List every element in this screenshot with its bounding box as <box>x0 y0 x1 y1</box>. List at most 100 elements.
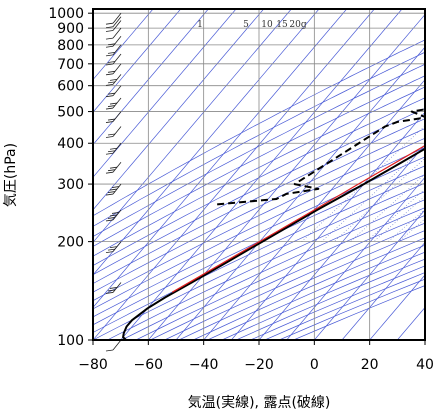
isotherm-line <box>258 144 425 340</box>
wind-barb-flag <box>109 214 118 217</box>
wind-barb-flag <box>105 54 114 57</box>
dry-adiabat-line <box>107 191 425 340</box>
x-tick-label: −60 <box>134 357 164 373</box>
mixing-ratio-label: 1 <box>197 20 203 30</box>
mixing-ratio-label: 20g <box>289 20 306 30</box>
wind-barb-flag <box>105 95 114 98</box>
dry-adiabat-line <box>93 174 425 333</box>
wind-barb-staff <box>112 85 122 96</box>
series-layer <box>122 108 425 340</box>
wind-barb-staff <box>112 339 122 351</box>
x-axis-ticks: −80 −60 −40 −20 0 20 40 <box>78 340 434 373</box>
isotherm-line <box>93 9 264 211</box>
wind-barb <box>105 161 122 174</box>
dry-adiabat-line <box>250 265 425 340</box>
mixing-ratio-label: 10 <box>261 20 273 30</box>
dry-adiabat-line <box>93 128 425 293</box>
mixing-ratio-line <box>333 157 425 242</box>
wind-barb-flag <box>105 45 114 48</box>
wind-barb-staff <box>112 63 122 75</box>
dry-adiabat-line <box>93 156 425 318</box>
isotherm-line <box>424 339 425 340</box>
isotherm-line <box>286 176 425 340</box>
wind-barb-flag <box>107 289 116 292</box>
wind-barb-flag <box>107 248 116 251</box>
x-tick-label: −40 <box>189 357 219 373</box>
wind-barb-flag <box>105 63 114 66</box>
x-tick-label: −20 <box>244 357 274 373</box>
wind-barb <box>105 339 122 352</box>
wind-barb-flag <box>109 246 118 249</box>
wind-barb-staff <box>112 111 122 122</box>
wind-barb <box>105 12 122 25</box>
dry-adiabat-line <box>93 39 425 217</box>
wind-barb <box>105 74 122 86</box>
wind-barb-flag <box>105 30 114 32</box>
wind-barb-flag <box>105 136 114 138</box>
wind-barb-staff <box>112 126 122 137</box>
x-tick-label: −80 <box>78 357 108 373</box>
wind-barb-flag <box>105 292 114 294</box>
temperature-line <box>122 147 425 340</box>
isotherm-line <box>120 9 403 340</box>
wind-barb <box>105 27 122 40</box>
wind-barb <box>105 97 122 110</box>
isotherm-line <box>369 274 425 340</box>
wind-barb <box>105 85 122 98</box>
y-tick-label: 300 <box>57 177 84 193</box>
x-axis-title: 気温(実線), 露点(破線) <box>188 395 331 411</box>
dry-adiabat-line <box>93 108 425 276</box>
dewpoint-line <box>216 108 425 206</box>
wind-barb-staff <box>112 16 122 28</box>
wind-barb-flag <box>107 51 116 54</box>
wind-barb-flag <box>109 188 118 191</box>
wind-barb <box>105 209 122 222</box>
dry-adiabat-line <box>93 63 425 237</box>
y-tick-label: 900 <box>57 21 84 37</box>
wind-barb-flag <box>107 43 116 46</box>
wind-barb <box>105 142 122 155</box>
y-tick-label: 700 <box>57 57 84 73</box>
isotherm-line <box>93 9 375 340</box>
isotherm-line <box>203 79 425 340</box>
mixing-ratio-label: 15 <box>276 20 288 30</box>
isotherm-line <box>231 111 425 340</box>
wind-barb-flag <box>109 102 118 105</box>
wind-barb-flag <box>107 81 116 84</box>
dry-adiabat-line <box>93 147 425 310</box>
wind-barb <box>105 16 122 29</box>
wind-barbs <box>105 12 122 352</box>
wind-barb-staff <box>112 27 122 39</box>
dry-adiabat-line <box>93 97 425 266</box>
wind-barb <box>105 241 122 254</box>
wind-barb-flag <box>105 251 114 254</box>
wind-barb-flag <box>107 70 116 73</box>
reference-line <box>171 144 425 293</box>
wind-barb-staff <box>112 36 122 47</box>
wind-barb-flag <box>105 83 114 86</box>
wind-barb <box>105 282 122 294</box>
mixing-ratio-label: 5 <box>243 20 249 30</box>
wind-barb-flag <box>105 107 114 110</box>
wind-barb-flag <box>109 166 118 169</box>
wind-barb <box>105 111 122 123</box>
wind-barb <box>105 36 122 48</box>
y-axis-title: 気圧(hPa) <box>3 143 19 207</box>
wind-barb-flag <box>109 147 118 150</box>
x-tick-label: 40 <box>416 357 434 373</box>
wind-barb-flag <box>109 287 118 289</box>
wind-barb-staff <box>112 20 122 31</box>
wind-barb <box>105 53 122 66</box>
wind-barb <box>105 126 122 138</box>
wind-barb-flag <box>105 22 114 25</box>
isotherm-line <box>93 9 237 178</box>
wind-barb-staff <box>112 44 122 56</box>
wind-barb <box>105 63 122 76</box>
y-tick-label: 400 <box>57 136 84 152</box>
wind-barb-flag <box>109 78 118 81</box>
mixing-ratio-line <box>321 145 425 242</box>
wind-barb-flag <box>105 37 114 40</box>
dry-adiabat-line <box>93 137 425 302</box>
wind-barb-flag <box>107 92 116 95</box>
